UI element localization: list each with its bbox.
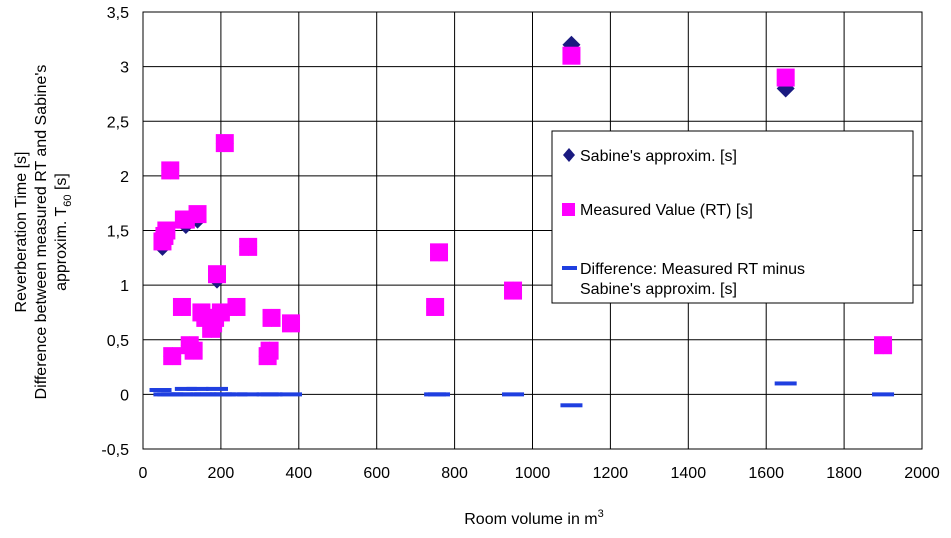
measured-point — [208, 265, 227, 284]
measured-point — [215, 134, 234, 153]
measured-point — [163, 347, 182, 366]
measured-point — [430, 243, 449, 262]
measured-point — [562, 46, 581, 65]
difference-point — [774, 381, 797, 386]
x-tick-label: 800 — [441, 465, 468, 482]
difference-point — [560, 403, 583, 408]
y-tick-label: 3 — [120, 60, 129, 77]
legend-label-sabine: Sabine's approxim. [s] — [580, 148, 737, 165]
x-tick-label: 1800 — [826, 465, 862, 482]
plot-border — [142, 11, 923, 450]
difference-point — [174, 386, 197, 391]
legend-label-difference-line-1: Difference: Measured RT minus — [580, 261, 805, 278]
measured-point — [184, 341, 203, 360]
difference-point — [872, 392, 895, 397]
legend-label-measured: Measured Value (RT) [s] — [580, 202, 753, 219]
y-axis-label-line-1: Reverberation Time [s] — [13, 152, 30, 313]
series-dash — [149, 381, 895, 408]
legend-dash-marker — [562, 266, 577, 270]
y-axis-label: Reverberation Time [s] Difference betwee… — [13, 65, 74, 400]
legend: Sabine's approxim. [s] Measured Value (R… — [551, 130, 914, 304]
x-tick-label: 1600 — [748, 465, 784, 482]
measured-point — [161, 161, 180, 180]
legend-box — [551, 130, 914, 304]
difference-point — [186, 386, 209, 391]
difference-point — [225, 392, 248, 397]
x-tick-label: 400 — [285, 465, 312, 482]
measured-point — [282, 314, 301, 333]
measured-point — [227, 297, 246, 316]
difference-point — [260, 392, 283, 397]
y-tick-label: 3,5 — [107, 5, 129, 22]
series-square — [153, 46, 893, 366]
y-tick-label: 1 — [120, 278, 129, 295]
measured-point — [188, 205, 207, 224]
difference-point — [428, 392, 451, 397]
difference-point — [213, 392, 236, 397]
difference-point — [502, 392, 525, 397]
measured-point — [172, 297, 191, 316]
measured-point — [157, 221, 176, 240]
y-tick-label: 2,5 — [107, 114, 129, 131]
y-tick-label: 1,5 — [107, 224, 129, 241]
legend-diamond-marker — [563, 148, 575, 162]
y-tick-label: 0 — [120, 387, 129, 404]
y-axis-label-line-2: Difference between measured RT and Sabin… — [33, 65, 50, 400]
x-tick-label: 1400 — [671, 465, 707, 482]
x-axis-tick-labels: 0 200 400 600 800 1000 1200 1400 1600 1800 2000 — [139, 465, 940, 482]
difference-point — [149, 388, 172, 393]
x-tick-label: 200 — [208, 465, 235, 482]
legend-square-marker — [562, 203, 575, 216]
data-points — [149, 35, 895, 408]
x-tick-label: 0 — [139, 465, 148, 482]
difference-point — [178, 392, 201, 397]
measured-point — [262, 308, 281, 327]
x-tick-label: 600 — [363, 465, 390, 482]
legend-label-difference-line-2: Sabine's approxim. [s] — [580, 281, 737, 298]
y-axis-tick-labels: -0,5 0 0,5 1 1,5 2 2,5 3 3,5 — [101, 5, 129, 459]
y-tick-label: 2 — [120, 169, 129, 186]
difference-point — [206, 386, 229, 391]
y-tick-label: -0,5 — [101, 442, 129, 459]
measured-point — [211, 303, 230, 322]
x-tick-label: 2000 — [904, 465, 940, 482]
difference-point — [280, 392, 303, 397]
measured-point — [504, 281, 523, 300]
x-tick-label: 1200 — [593, 465, 629, 482]
y-axis-label-line-3: approxim. T60 [s] — [53, 173, 74, 291]
y-tick-label: 0,5 — [107, 333, 129, 350]
measured-point — [426, 297, 445, 316]
measured-point — [874, 336, 893, 355]
measured-point — [260, 341, 279, 360]
measured-point — [776, 68, 795, 87]
x-axis-label: Room volume in m3 — [464, 508, 604, 528]
difference-point — [237, 392, 260, 397]
x-tick-label: 1000 — [515, 465, 551, 482]
measured-point — [239, 237, 258, 256]
